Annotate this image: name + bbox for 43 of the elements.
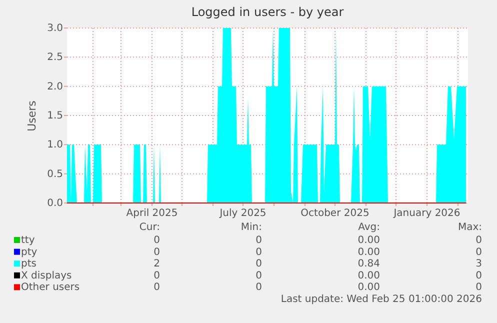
legend-label: pts xyxy=(21,258,36,270)
y-tick-label: 0.0 xyxy=(47,198,63,209)
text: 0.00 xyxy=(358,282,380,294)
y-tick-label: 1.0 xyxy=(47,140,63,151)
text: 0.00 xyxy=(358,246,380,258)
legend-label: Other users xyxy=(21,282,80,294)
y-tick-label: 1.5 xyxy=(47,110,63,122)
text: Avg: xyxy=(358,222,380,233)
text: 0 xyxy=(476,235,482,246)
text: 0 xyxy=(154,282,160,294)
legend-label: pty xyxy=(21,246,38,258)
text: 2 xyxy=(154,258,160,270)
y-tick-label: 0.5 xyxy=(47,168,63,180)
text: 0 xyxy=(256,246,262,258)
text: 0 xyxy=(256,235,262,246)
text: Max: xyxy=(458,222,482,233)
text: 0 xyxy=(476,270,482,282)
text: 0 xyxy=(154,235,160,246)
chart-title: Logged in users - by year xyxy=(191,5,344,19)
text: 3 xyxy=(476,258,482,270)
text: 0.00 xyxy=(358,270,380,282)
text: Cur: xyxy=(139,222,160,233)
text: 0 xyxy=(256,270,262,282)
legend-label: tty xyxy=(21,235,35,246)
text: Min: xyxy=(240,222,262,233)
text: Last update: Wed Feb 25 01:00:00 2026 xyxy=(280,294,482,305)
text: 0 xyxy=(256,258,262,270)
x-tick-label: April 2025 xyxy=(126,208,178,219)
text: 0.84 xyxy=(358,258,380,270)
y-axis-title: Users xyxy=(26,100,38,132)
text: 0 xyxy=(154,270,160,282)
text: 0 xyxy=(256,282,262,294)
x-tick-label: January 2026 xyxy=(392,208,460,219)
y-tick-label: 2.0 xyxy=(47,81,63,92)
text: 0 xyxy=(476,282,482,294)
text: 0.00 xyxy=(358,235,380,246)
legend-label: X displays xyxy=(21,270,72,282)
y-tick-label: 2.5 xyxy=(47,52,63,64)
text: 0 xyxy=(154,246,160,258)
text: 0 xyxy=(476,246,482,258)
x-tick-label: July 2025 xyxy=(218,208,266,219)
y-tick-label: 3.0 xyxy=(47,23,63,34)
x-tick-label: October 2025 xyxy=(300,208,370,219)
